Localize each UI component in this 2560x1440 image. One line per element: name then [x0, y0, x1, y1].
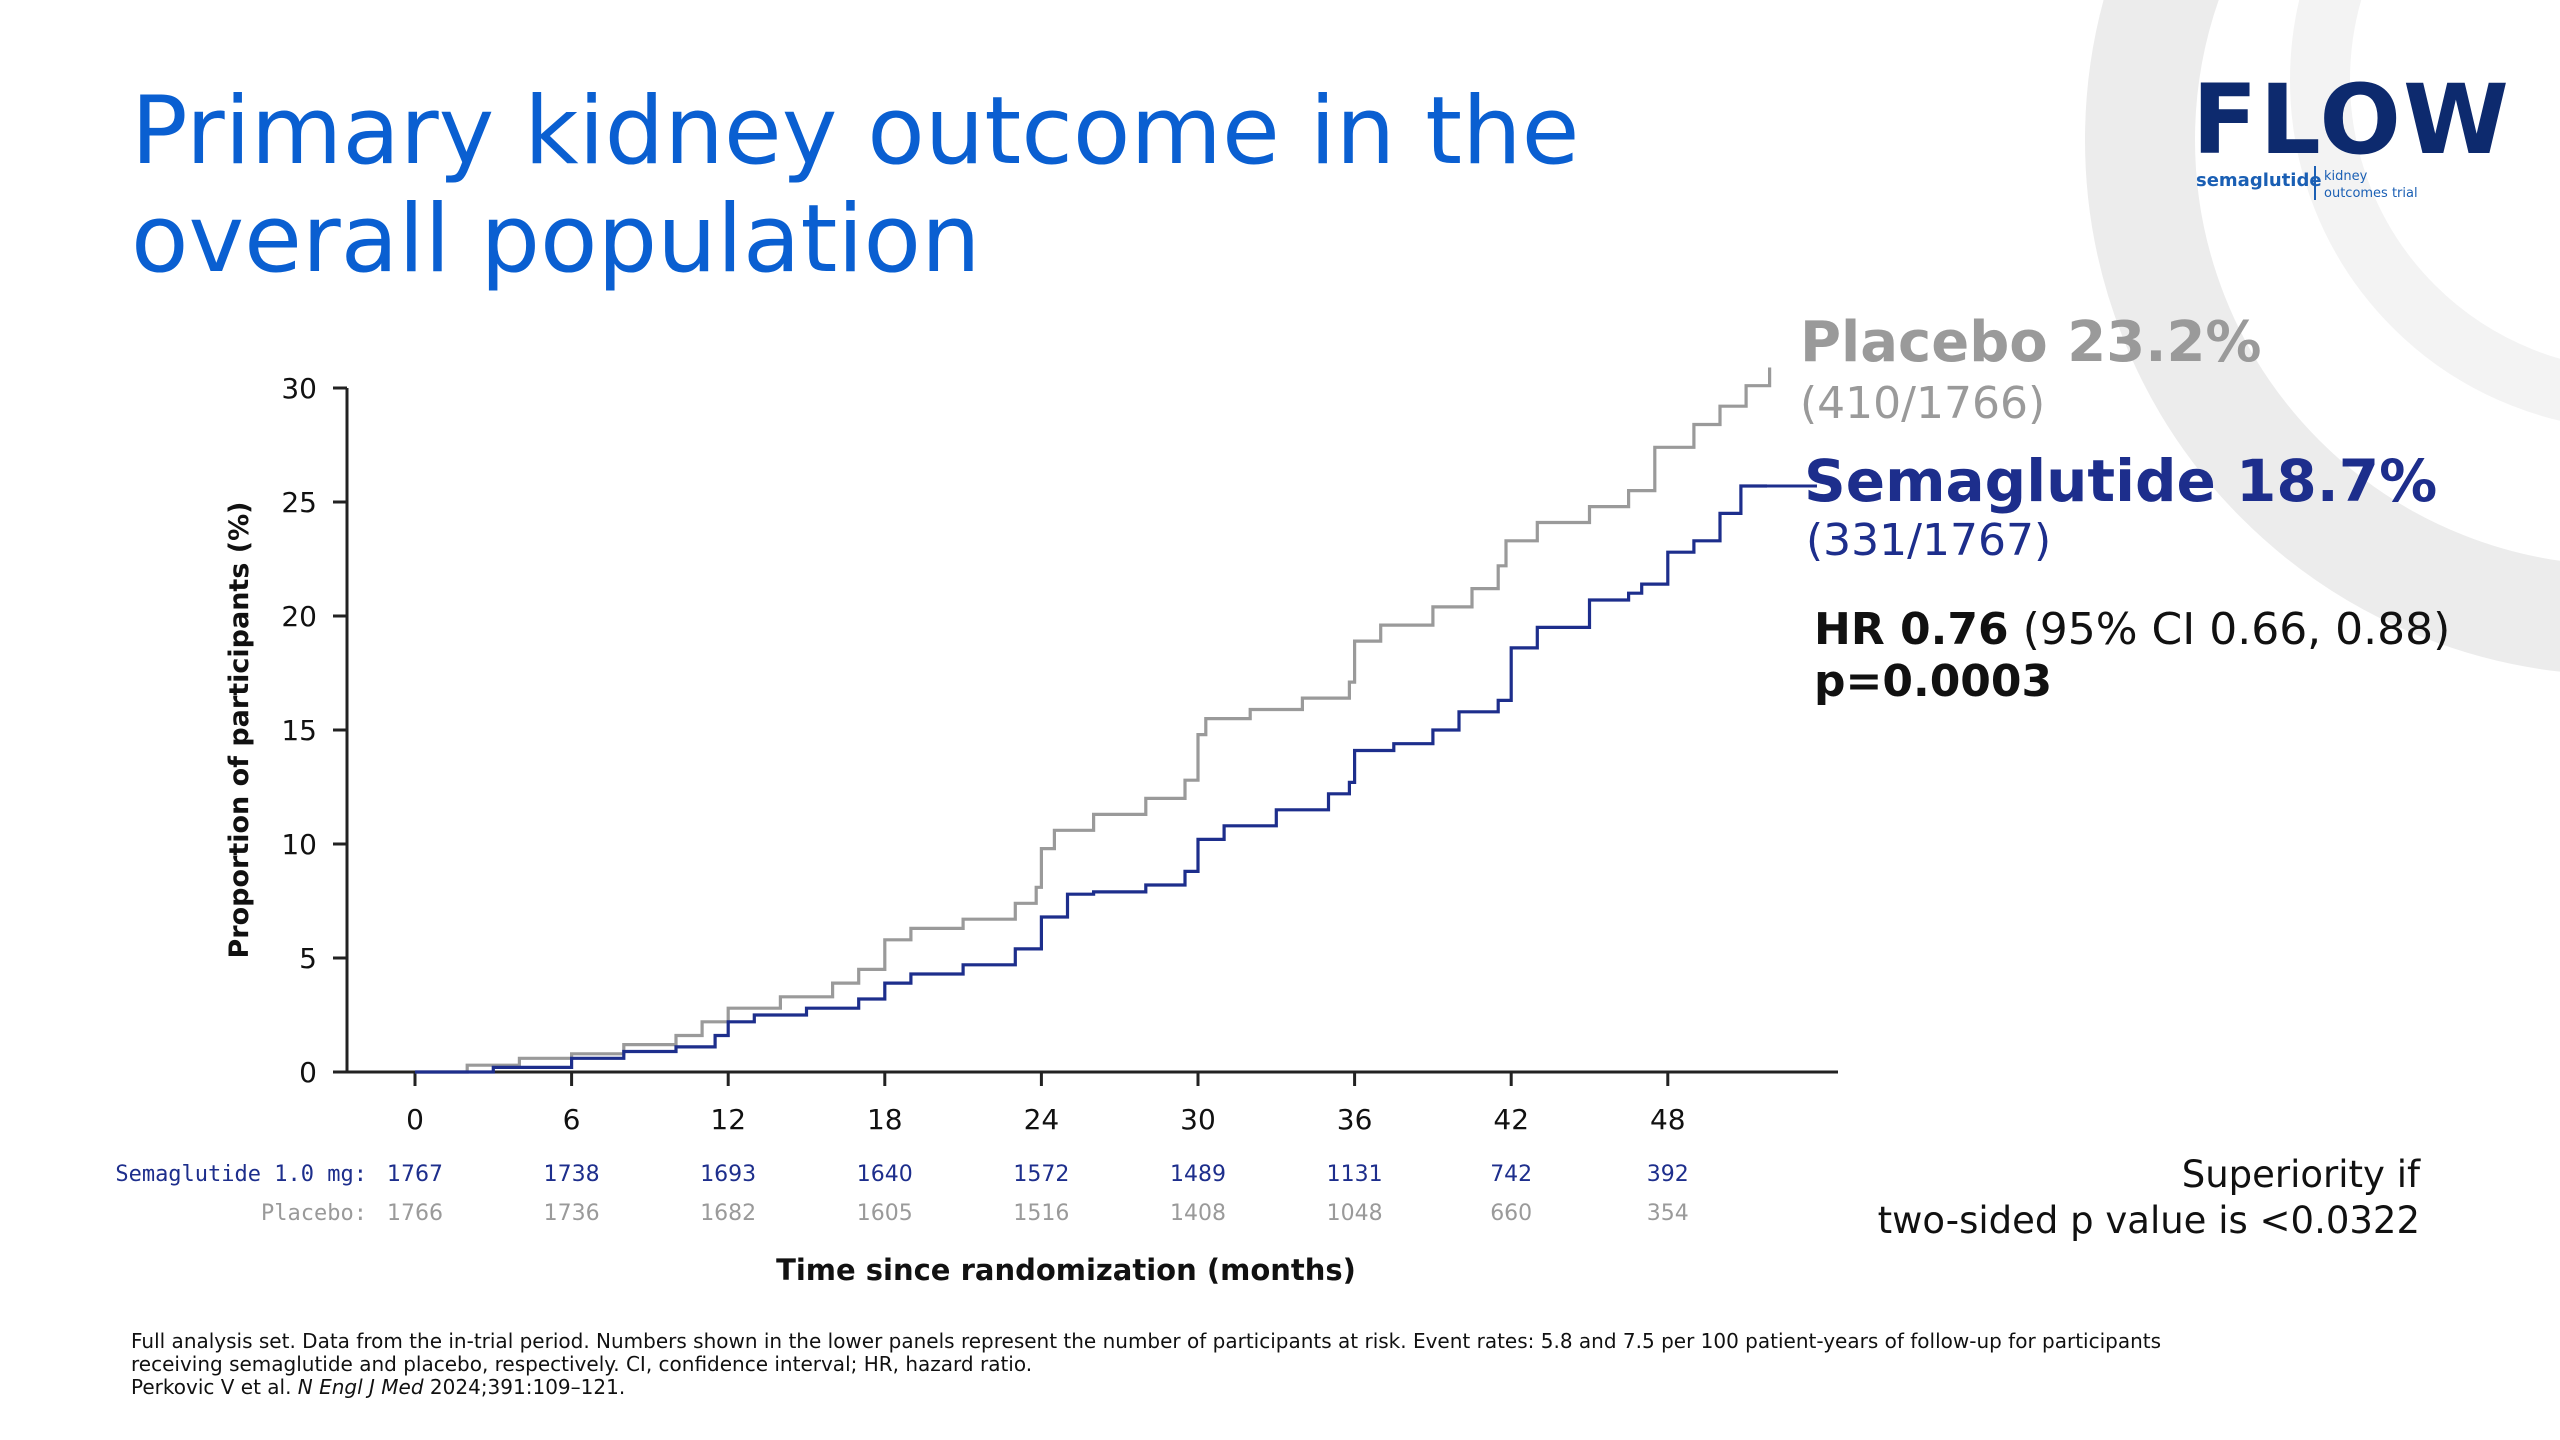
at-risk-value: 1767 [387, 1162, 443, 1187]
at-risk-value: 1640 [857, 1162, 913, 1187]
placebo-rate-label: Placebo 23.2% [1800, 310, 2262, 375]
at-risk-value: 392 [1647, 1162, 1689, 1187]
citation-journal: N Engl J Med [297, 1375, 424, 1399]
logo-tagline: kidney outcomes trial [2324, 169, 2418, 201]
x-tick-label: 36 [1337, 1103, 1373, 1136]
at-risk-value: 742 [1490, 1162, 1532, 1187]
y-tick-label: 30 [281, 372, 317, 405]
logo-divider [2314, 166, 2316, 200]
y-tick-label: 25 [281, 486, 317, 519]
x-tick-label: 6 [563, 1103, 581, 1136]
superiority-line-2: two-sided p value is <0.0322 [1877, 1199, 2420, 1242]
x-tick-label: 30 [1180, 1103, 1216, 1136]
y-tick-label: 5 [299, 942, 317, 975]
hazard-ratio-ci: (95% CI 0.66, 0.88) [2008, 604, 2451, 655]
footnote-line-1: Full analysis set. Data from the in-tria… [131, 1329, 2162, 1353]
at-risk-value: 1572 [1013, 1162, 1069, 1187]
citation: Perkovic V et al. N Engl J Med 2024;391:… [131, 1376, 2431, 1399]
at-risk-value: 354 [1647, 1201, 1689, 1226]
at-risk-row-label: Placebo: [261, 1201, 367, 1226]
logo-drug-name: semaglutide [2196, 170, 2322, 191]
x-tick-label: 12 [710, 1103, 746, 1136]
x-tick-label: 24 [1024, 1103, 1060, 1136]
footnote: Full analysis set. Data from the in-tria… [131, 1330, 2431, 1399]
logo-wordmark: FLOW [2192, 64, 2511, 176]
at-risk-value: 660 [1490, 1201, 1532, 1226]
superiority-line-1: Superiority if [2181, 1153, 2420, 1196]
hazard-ratio-label: HR 0.76 [1814, 604, 2009, 655]
at-risk-value: 1131 [1327, 1162, 1383, 1187]
p-value-label: p=0.0003 [1814, 656, 2053, 707]
y-tick-label: 10 [281, 828, 317, 861]
at-risk-value: 1766 [387, 1201, 443, 1226]
series-line-semaglutide [415, 484, 1767, 1074]
at-risk-value: 1605 [857, 1201, 913, 1226]
semaglutide-rate-label: Semaglutide 18.7% [1804, 447, 2438, 515]
y-tick-label: 15 [281, 714, 317, 747]
at-risk-value: 1736 [544, 1201, 600, 1226]
at-risk-row-label: Semaglutide 1.0 mg: [115, 1162, 367, 1187]
semaglutide-count-label: (331/1767) [1806, 515, 2052, 566]
y-axis-title: Proportion of participants (%) [224, 501, 255, 958]
flow-logo: FLOW semaglutide kidney outcomes trial [2192, 70, 2509, 220]
at-risk-value: 1048 [1327, 1201, 1383, 1226]
x-axis-title: Time since randomization (months) [776, 1253, 1356, 1287]
slide-title: Primary kidney outcome in the overall po… [131, 77, 1580, 294]
footnote-line-2: receiving semaglutide and placebo, respe… [131, 1352, 1033, 1376]
citation-ref: 2024;391:109–121. [423, 1375, 626, 1399]
citation-authors: Perkovic V et al. [131, 1375, 298, 1399]
y-tick-label: 0 [299, 1056, 317, 1089]
series-line-placebo [415, 367, 1772, 1074]
x-tick-label: 48 [1650, 1103, 1686, 1136]
at-risk-value: 1682 [700, 1201, 756, 1226]
placebo-count-label: (410/1766) [1800, 378, 2046, 429]
hazard-ratio-text: HR 0.76 (95% CI 0.66, 0.88) [1814, 604, 2450, 655]
y-tick-label: 20 [281, 600, 317, 633]
x-tick-label: 42 [1493, 1103, 1529, 1136]
at-risk-value: 1408 [1170, 1201, 1226, 1226]
at-risk-value: 1738 [544, 1162, 600, 1187]
x-tick-label: 0 [406, 1103, 424, 1136]
at-risk-value: 1693 [700, 1162, 756, 1187]
at-risk-value: 1489 [1170, 1162, 1226, 1187]
at-risk-value: 1516 [1013, 1201, 1069, 1226]
superiority-note: Superiority if two-sided p value is <0.0… [1878, 1152, 2420, 1244]
x-tick-label: 18 [867, 1103, 903, 1136]
